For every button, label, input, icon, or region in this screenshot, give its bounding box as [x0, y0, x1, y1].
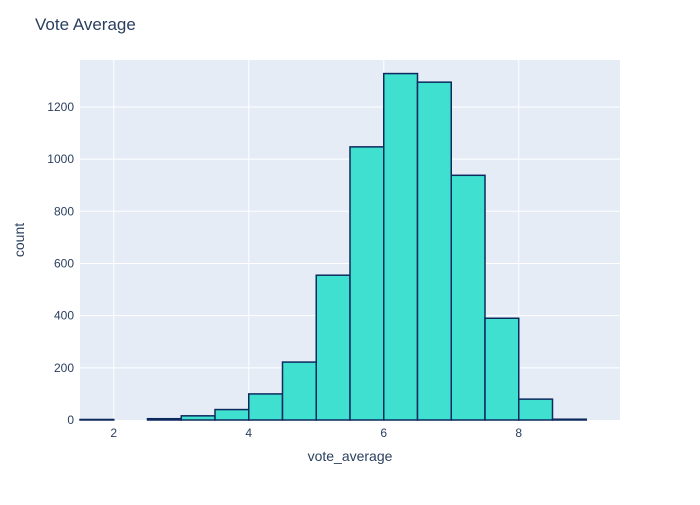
- histogram-bar: [214, 408, 250, 421]
- histogram-bar: [450, 174, 486, 421]
- y-tick-label: 1000: [47, 152, 74, 166]
- y-axis-title: count: [11, 223, 27, 257]
- histogram-bar: [180, 415, 216, 421]
- x-tick-label: 8: [515, 426, 522, 440]
- histogram-bar: [79, 418, 115, 421]
- bars-group: [79, 72, 587, 421]
- y-tick-label: 600: [54, 256, 74, 270]
- y-tick-label: 200: [54, 361, 74, 375]
- chart-title: Vote Average: [35, 15, 136, 34]
- y-tick-label: 400: [54, 309, 74, 323]
- y-tick-label: 1200: [47, 100, 74, 114]
- y-tick-label: 0: [67, 413, 74, 427]
- histogram-bar: [248, 393, 284, 421]
- x-tick-label: 6: [380, 426, 387, 440]
- histogram-bar: [518, 398, 554, 421]
- histogram-bar: [349, 146, 385, 421]
- y-axis-ticks: 0 200 400 600 800 1000 1200: [47, 100, 74, 427]
- histogram-bar: [551, 418, 587, 421]
- y-tick-label: 800: [54, 204, 74, 218]
- x-tick-label: 4: [245, 426, 252, 440]
- x-tick-label: 2: [110, 426, 117, 440]
- histogram-bar: [281, 361, 317, 421]
- x-axis-ticks: 2 4 6 8: [110, 426, 522, 440]
- histogram-bar: [416, 81, 452, 421]
- x-axis-title: vote_average: [308, 448, 393, 464]
- histogram-bar: [383, 72, 419, 421]
- histogram-bar: [484, 317, 520, 421]
- histogram-bar: [315, 274, 351, 421]
- histogram-bar: [146, 417, 182, 421]
